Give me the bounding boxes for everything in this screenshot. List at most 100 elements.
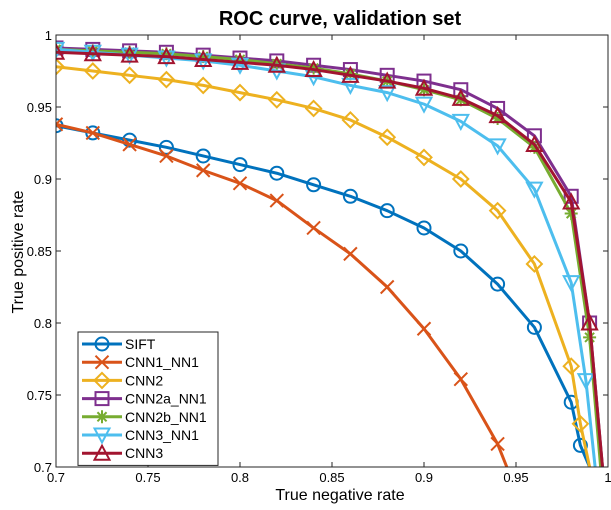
- data-point-cnn3-nn1: [414, 96, 434, 114]
- data-point-cnn2: [157, 70, 176, 89]
- data-point-cnn3-nn1: [488, 138, 507, 156]
- legend-item-cnn2: CNN2: [82, 371, 163, 390]
- legend-marker-cnn2a-nn1: [94, 391, 110, 407]
- data-point-cnn3-nn1: [157, 50, 176, 68]
- series-line-sift: [56, 124, 591, 467]
- data-point-cnn2: [56, 57, 65, 76]
- data-point-cnn3-nn1: [194, 53, 213, 71]
- data-point-cnn3: [562, 192, 581, 210]
- x-tick-label: 0.95: [503, 470, 528, 485]
- x-tick-label: 0.75: [135, 470, 160, 485]
- data-point-sift: [342, 188, 358, 204]
- data-point-cnn1-nn1: [343, 246, 358, 262]
- legend-marker-cnn2b-nn1: [95, 410, 109, 424]
- data-point-cnn3: [488, 106, 507, 124]
- legend-item-cnn1-nn1: CNN1_NN1: [82, 354, 199, 370]
- x-tick-label: 0.8: [231, 470, 249, 485]
- x-tick-label: 0.7: [47, 470, 65, 485]
- y-tick-label: 0.85: [27, 244, 52, 259]
- data-point-cnn1-nn1: [85, 125, 101, 141]
- data-point-sift: [269, 165, 285, 181]
- data-point-cnn3: [194, 49, 213, 67]
- ticks-layer: 0.7 0.75 0.8 0.85 0.9 0.95 1 0.7 0.75 0.8 0.85 0.9 0…: [27, 28, 611, 485]
- data-point-cnn1-nn1: [453, 371, 469, 387]
- y-tick-label: 0.8: [34, 316, 52, 331]
- data-point-cnn2: [304, 99, 323, 118]
- series-cnn1-nn1: [56, 117, 509, 467]
- data-point-cnn1-nn1: [306, 220, 321, 236]
- data-point-cnn3: [304, 59, 323, 78]
- legend-item-cnn3-nn1: CNN3_NN1: [82, 427, 199, 445]
- series-line-cnn2: [56, 65, 592, 467]
- data-point-sift: [453, 243, 469, 259]
- data-point-cnn3: [83, 44, 102, 62]
- data-point-cnn3: [267, 55, 286, 73]
- data-point-cnn3-nn1: [525, 181, 544, 199]
- data-point-sift: [526, 319, 542, 335]
- data-point-cnn2b-nn1: [159, 47, 173, 61]
- data-point-cnn2b-nn1: [491, 112, 505, 126]
- data-point-cnn1-nn1: [379, 279, 395, 295]
- data-point-cnn2: [562, 357, 581, 376]
- data-point-cnn2: [83, 62, 102, 80]
- x-tick-label: 0.85: [319, 470, 344, 485]
- legend-item-cnn2b-nn1: CNN2b_NN1: [82, 409, 207, 425]
- x-tick-label: 1: [604, 470, 611, 485]
- data-point-cnn2: [194, 76, 213, 95]
- series-cnn2: [56, 57, 592, 467]
- y-tick-label: 0.7: [34, 460, 52, 475]
- data-point-cnn3-nn1: [562, 275, 581, 293]
- data-point-cnn3-nn1: [230, 57, 250, 75]
- data-point-cnn3: [580, 313, 599, 331]
- legend-item-cnn2a-nn1: CNN2a_NN1: [82, 391, 207, 407]
- y-tick-label: 0.95: [27, 100, 52, 115]
- data-point-cnn3: [451, 88, 470, 106]
- x-tick-label: 0.9: [415, 470, 433, 485]
- data-point-cnn3: [157, 46, 176, 65]
- data-point-cnn2b-nn1: [564, 207, 578, 221]
- data-point-cnn2: [488, 201, 507, 220]
- data-point-sift: [416, 220, 432, 236]
- data-point-cnn3: [525, 134, 544, 152]
- x-axis-label: True negative rate: [275, 487, 404, 504]
- data-point-cnn2: [231, 83, 249, 102]
- data-point-cnn1-nn1: [232, 176, 248, 191]
- data-point-cnn2b-nn1: [527, 140, 541, 154]
- legend-label: SIFT: [125, 336, 156, 352]
- legend-marker-cnn3: [92, 443, 112, 461]
- data-point-cnn3: [230, 52, 250, 70]
- data-point-cnn2: [267, 90, 286, 109]
- data-point-cnn1-nn1: [122, 137, 137, 152]
- legend-marker-sift: [94, 336, 110, 352]
- series-layer: [56, 40, 604, 467]
- data-point-cnn2: [341, 111, 360, 129]
- legend-label: CNN2b_NN1: [125, 409, 207, 425]
- data-point-cnn1-nn1: [195, 163, 211, 178]
- data-point-sift: [490, 276, 506, 292]
- data-point-cnn3: [378, 71, 397, 89]
- data-point-cnn3-nn1: [341, 77, 360, 96]
- legend-label: CNN3: [125, 445, 163, 461]
- data-point-sift: [122, 132, 138, 148]
- data-point-cnn1-nn1: [416, 321, 432, 336]
- data-point-cnn1-nn1: [490, 436, 505, 452]
- data-point-cnn2: [451, 170, 470, 188]
- series-sift: [56, 118, 591, 467]
- data-point-cnn1-nn1: [56, 117, 64, 132]
- data-point-cnn3-nn1: [451, 113, 470, 132]
- y-tick-label: 0.75: [27, 388, 52, 403]
- legend-marker-cnn2: [93, 371, 111, 390]
- series-cnn3: [56, 42, 604, 467]
- data-point-cnn2b-nn1: [196, 50, 210, 64]
- data-point-cnn1-nn1: [269, 193, 285, 208]
- series-line-cnn1-nn1: [56, 122, 509, 467]
- data-point-cnn3: [414, 78, 434, 96]
- legend-marker-cnn1-nn1: [94, 354, 110, 370]
- data-point-sift: [232, 157, 248, 173]
- data-point-cnn3-nn1: [576, 373, 596, 391]
- data-point-sift: [195, 148, 211, 164]
- data-point-sift: [158, 139, 174, 155]
- legend-item-cnn3: CNN3: [82, 443, 163, 461]
- chart-title: ROC curve, validation set: [219, 8, 462, 30]
- legend-label: CNN3_NN1: [125, 427, 199, 443]
